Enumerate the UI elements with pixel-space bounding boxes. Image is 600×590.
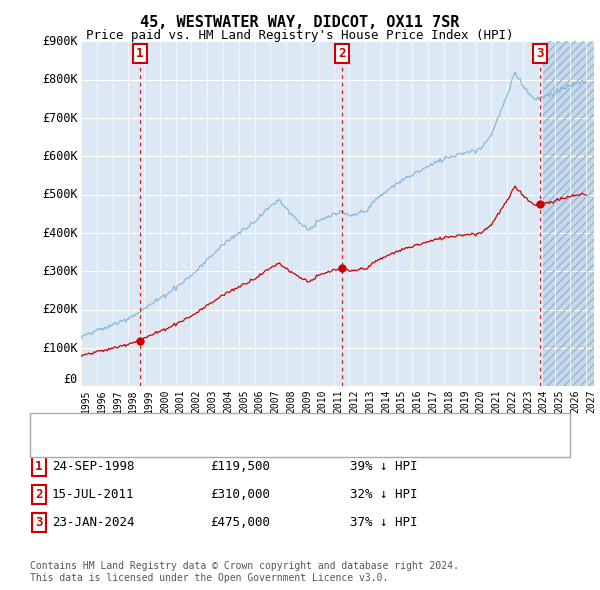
Text: 2020: 2020 (476, 389, 485, 413)
Text: 37% ↓ HPI: 37% ↓ HPI (350, 516, 418, 529)
Text: Contains HM Land Registry data © Crown copyright and database right 2024.
This d: Contains HM Land Registry data © Crown c… (30, 561, 459, 583)
Text: 2027: 2027 (586, 389, 596, 413)
Text: £600K: £600K (43, 150, 78, 163)
Text: 2: 2 (338, 47, 346, 60)
Text: 2022: 2022 (507, 389, 517, 413)
Text: 2000: 2000 (160, 389, 170, 413)
Text: 2010: 2010 (318, 389, 328, 413)
Text: 2006: 2006 (254, 389, 265, 413)
Text: £200K: £200K (43, 303, 78, 316)
Text: 2018: 2018 (444, 389, 454, 413)
Text: £475,000: £475,000 (210, 516, 270, 529)
Text: 1995: 1995 (81, 389, 91, 413)
Text: 1999: 1999 (144, 389, 154, 413)
Text: £700K: £700K (43, 112, 78, 124)
Text: 2016: 2016 (412, 389, 422, 413)
Text: 1998: 1998 (128, 389, 139, 413)
Text: 2004: 2004 (223, 389, 233, 413)
Text: 1: 1 (35, 460, 43, 473)
Text: 2011: 2011 (334, 389, 344, 413)
Text: 2013: 2013 (365, 389, 375, 413)
Text: HPI: Average price, detached house, South Oxfordshire: HPI: Average price, detached house, Sout… (111, 441, 469, 451)
Text: 3: 3 (536, 47, 544, 60)
Text: £400K: £400K (43, 227, 78, 240)
Text: £800K: £800K (43, 73, 78, 86)
Text: 2023: 2023 (523, 389, 533, 413)
Text: 45, WESTWATER WAY, DIDCOT, OX11 7SR (detached house): 45, WESTWATER WAY, DIDCOT, OX11 7SR (det… (111, 419, 462, 430)
Text: 32% ↓ HPI: 32% ↓ HPI (350, 488, 418, 501)
Text: 2: 2 (35, 488, 43, 501)
Text: 1997: 1997 (113, 389, 122, 413)
Text: £100K: £100K (43, 342, 78, 355)
Text: 2017: 2017 (428, 389, 438, 413)
Bar (542, 41, 594, 386)
Text: £900K: £900K (43, 35, 78, 48)
Text: £119,500: £119,500 (210, 460, 270, 473)
Text: 2009: 2009 (302, 389, 312, 413)
Text: £0: £0 (64, 373, 78, 386)
Text: 2014: 2014 (381, 389, 391, 413)
Text: 39% ↓ HPI: 39% ↓ HPI (350, 460, 418, 473)
Text: 2008: 2008 (286, 389, 296, 413)
Text: 3: 3 (35, 516, 43, 529)
Text: 1996: 1996 (97, 389, 107, 413)
Text: £500K: £500K (43, 188, 78, 201)
Text: 2019: 2019 (460, 389, 470, 413)
Text: 2026: 2026 (571, 389, 580, 413)
Text: 2005: 2005 (239, 389, 249, 413)
Text: 2021: 2021 (491, 389, 502, 413)
Text: 24-SEP-1998: 24-SEP-1998 (52, 460, 134, 473)
Text: 1: 1 (136, 47, 143, 60)
Text: 2012: 2012 (349, 389, 359, 413)
Text: 2001: 2001 (176, 389, 186, 413)
Text: 2024: 2024 (539, 389, 549, 413)
Text: 2015: 2015 (397, 389, 407, 413)
Text: Price paid vs. HM Land Registry's House Price Index (HPI): Price paid vs. HM Land Registry's House … (86, 30, 514, 42)
Text: 2025: 2025 (554, 389, 565, 413)
Text: 2003: 2003 (207, 389, 217, 413)
Bar (542, 41, 594, 386)
Text: £310,000: £310,000 (210, 488, 270, 501)
Text: £300K: £300K (43, 265, 78, 278)
Text: 2002: 2002 (191, 389, 202, 413)
Text: 45, WESTWATER WAY, DIDCOT, OX11 7SR: 45, WESTWATER WAY, DIDCOT, OX11 7SR (140, 15, 460, 30)
Text: 15-JUL-2011: 15-JUL-2011 (52, 488, 134, 501)
Text: 2007: 2007 (271, 389, 280, 413)
Text: 23-JAN-2024: 23-JAN-2024 (52, 516, 134, 529)
